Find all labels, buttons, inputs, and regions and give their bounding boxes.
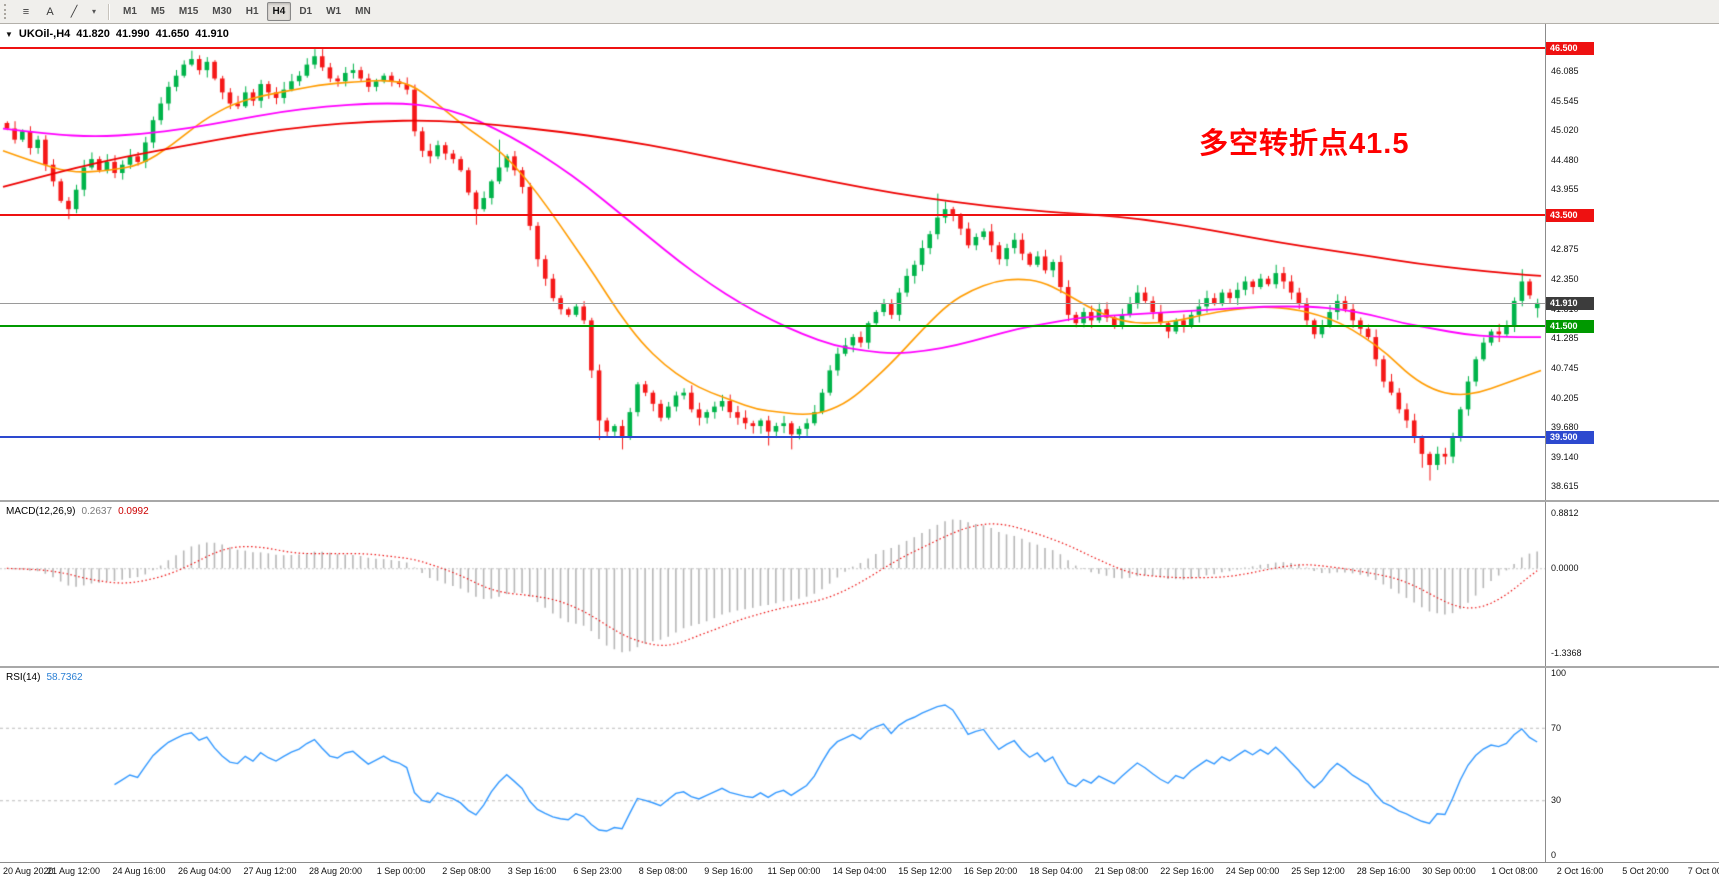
price-tick-label: 39.680 bbox=[1551, 422, 1579, 433]
timeframe-button-m30[interactable]: M30 bbox=[212, 6, 232, 17]
price-axis-border bbox=[1545, 24, 1546, 862]
time-axis-label: 24 Sep 00:00 bbox=[1225, 866, 1280, 876]
time-axis-label: 2 Oct 16:00 bbox=[1556, 866, 1604, 876]
price-tick-label: 38.615 bbox=[1551, 481, 1579, 492]
toolbar-separator bbox=[108, 3, 110, 20]
price-tick-label: 44.480 bbox=[1551, 155, 1579, 166]
drawing-tools-dropdown-icon[interactable]: ▾ bbox=[91, 7, 96, 16]
time-axis-label: 1 Sep 00:00 bbox=[376, 866, 426, 876]
price-tick-label: 45.545 bbox=[1551, 96, 1579, 107]
price-tick-label: 46.085 bbox=[1551, 65, 1579, 76]
toolbar: ≡ A ╱ ▾ M1 M5 M15 M30 H1 H4 D1 W1 MN bbox=[0, 0, 1719, 24]
text-label-tool-icon[interactable]: A bbox=[46, 5, 54, 18]
price-tick-label: 40.745 bbox=[1551, 362, 1579, 373]
annotation-text[interactable]: 多空转折点41.5 bbox=[1199, 128, 1410, 160]
timeframe-button-d1[interactable]: D1 bbox=[299, 6, 313, 17]
resistance-line-43500-badge: 43.500 bbox=[1546, 208, 1594, 222]
drawing-tools-group: ≡ A ╱ ▾ bbox=[14, 2, 102, 22]
price-tick-label: 42.875 bbox=[1551, 244, 1579, 255]
support-line-39500[interactable] bbox=[0, 436, 1545, 439]
chart-tools-icon[interactable]: ≡ bbox=[22, 5, 30, 18]
timeframe-button-h1[interactable]: H1 bbox=[245, 6, 259, 17]
ohlc-open: 41.820 bbox=[76, 28, 110, 40]
rsi-label: RSI(14) bbox=[6, 672, 41, 683]
time-axis-label: 7 Oct 00:00 bbox=[1687, 866, 1719, 876]
macd-tick-label: 0.8812 bbox=[1551, 507, 1579, 518]
trendline-tool-icon[interactable]: ╱ bbox=[70, 6, 78, 18]
time-axis-label: 27 Aug 12:00 bbox=[243, 866, 297, 876]
timeframe-button-w1[interactable]: W1 bbox=[326, 6, 342, 17]
time-axis-label: 11 Sep 00:00 bbox=[767, 866, 821, 876]
price-tick-label: 43.955 bbox=[1551, 184, 1579, 195]
symbol-title: UKOil-,H4 bbox=[18, 28, 71, 40]
ohlc-low: 41.650 bbox=[155, 28, 190, 40]
current-price-badge: 41.910 bbox=[1546, 297, 1594, 311]
macd-label: MACD(12,26,9) bbox=[6, 506, 76, 517]
timeframe-button-h4[interactable]: H4 bbox=[266, 2, 292, 21]
rsi-tick-label: 30 bbox=[1551, 795, 1562, 806]
time-axis-label: 14 Sep 04:00 bbox=[832, 866, 887, 876]
resistance-line-46500-badge: 46.500 bbox=[1546, 41, 1594, 55]
timeframe-button-m15[interactable]: M15 bbox=[178, 6, 199, 17]
macd-main-value: 0.2637 bbox=[81, 506, 113, 517]
time-axis-label: 8 Sep 08:00 bbox=[638, 866, 688, 876]
time-axis-label: 18 Sep 04:00 bbox=[1029, 866, 1083, 876]
time-axis-border bbox=[0, 862, 1719, 863]
support-line-39500-badge: 39.500 bbox=[1546, 431, 1594, 445]
time-axis-label: 1 Oct 08:00 bbox=[1491, 866, 1538, 876]
chart-dropdown-icon[interactable]: ▼ bbox=[5, 30, 13, 39]
time-axis-label: 30 Sep 00:00 bbox=[1422, 866, 1476, 876]
macd-signal-value: 0.0992 bbox=[118, 506, 149, 517]
ohlc-high: 41.990 bbox=[115, 28, 150, 40]
price-tick-label: 40.205 bbox=[1551, 392, 1579, 403]
macd-tick-label: 0.0000 bbox=[1551, 563, 1579, 574]
timeframe-button-m1[interactable]: M1 bbox=[123, 6, 137, 17]
time-axis-label: 21 Aug 12:00 bbox=[46, 866, 101, 876]
resistance-line-43500[interactable] bbox=[0, 213, 1545, 216]
symbol-info-line: ▼ UKOil-,H4 41.820 41.990 41.650 41.910 bbox=[5, 28, 229, 40]
timeframe-button-m5[interactable]: M5 bbox=[150, 6, 165, 17]
price-tick-label: 42.350 bbox=[1551, 273, 1579, 284]
time-axis-label: 28 Aug 20:00 bbox=[308, 866, 363, 876]
main-macd-splitter[interactable] bbox=[0, 500, 1719, 502]
time-axis-label: 3 Sep 16:00 bbox=[507, 866, 557, 876]
time-axis-label: 20 Aug 2020 bbox=[3, 866, 54, 876]
resistance-line-46500[interactable] bbox=[0, 46, 1545, 49]
time-axis-label: 6 Sep 23:00 bbox=[573, 866, 622, 876]
time-axis-label: 26 Aug 04:00 bbox=[177, 866, 232, 876]
timeframe-toolbar: M1 M5 M15 M30 H1 H4 D1 W1 MN bbox=[116, 2, 378, 21]
current-price-line bbox=[0, 303, 1545, 305]
time-axis-label: 16 Sep 20:00 bbox=[963, 866, 1018, 876]
ohlc-close: 41.910 bbox=[195, 28, 229, 40]
rsi-value: 58.7362 bbox=[46, 672, 83, 683]
time-axis-label: 9 Sep 16:00 bbox=[704, 866, 753, 876]
time-axis-label: 21 Sep 08:00 bbox=[1094, 866, 1149, 876]
rsi-tick-label: 0 bbox=[1551, 849, 1557, 860]
pivot-line-41500-badge: 41.500 bbox=[1546, 319, 1594, 333]
time-axis-label: 5 Oct 20:00 bbox=[1622, 866, 1669, 876]
price-tick-label: 41.285 bbox=[1551, 332, 1579, 343]
timeframe-button-mn[interactable]: MN bbox=[355, 6, 371, 17]
rsi-tick-label: 100 bbox=[1551, 668, 1567, 679]
time-axis-label: 15 Sep 12:00 bbox=[898, 866, 952, 876]
macd-tick-label: -1.3368 bbox=[1551, 647, 1582, 658]
price-tick-label: 45.020 bbox=[1551, 125, 1579, 136]
time-axis-label: 22 Sep 16:00 bbox=[1160, 866, 1214, 876]
pivot-line-41500[interactable] bbox=[0, 324, 1545, 327]
macd-rsi-splitter[interactable] bbox=[0, 666, 1719, 668]
price-tick-label: 39.140 bbox=[1551, 452, 1579, 463]
toolbar-grip[interactable] bbox=[4, 4, 10, 19]
time-axis-label: 28 Sep 16:00 bbox=[1356, 866, 1411, 876]
rsi-tick-label: 70 bbox=[1551, 722, 1562, 733]
time-axis-label: 25 Sep 12:00 bbox=[1291, 866, 1345, 876]
time-axis-label: 2 Sep 08:00 bbox=[442, 866, 491, 876]
rsi-panel-title: RSI(14) 58.7362 bbox=[6, 672, 83, 683]
time-axis-label: 24 Aug 16:00 bbox=[112, 866, 166, 876]
macd-panel-title: MACD(12,26,9) 0.2637 0.0992 bbox=[6, 506, 149, 517]
